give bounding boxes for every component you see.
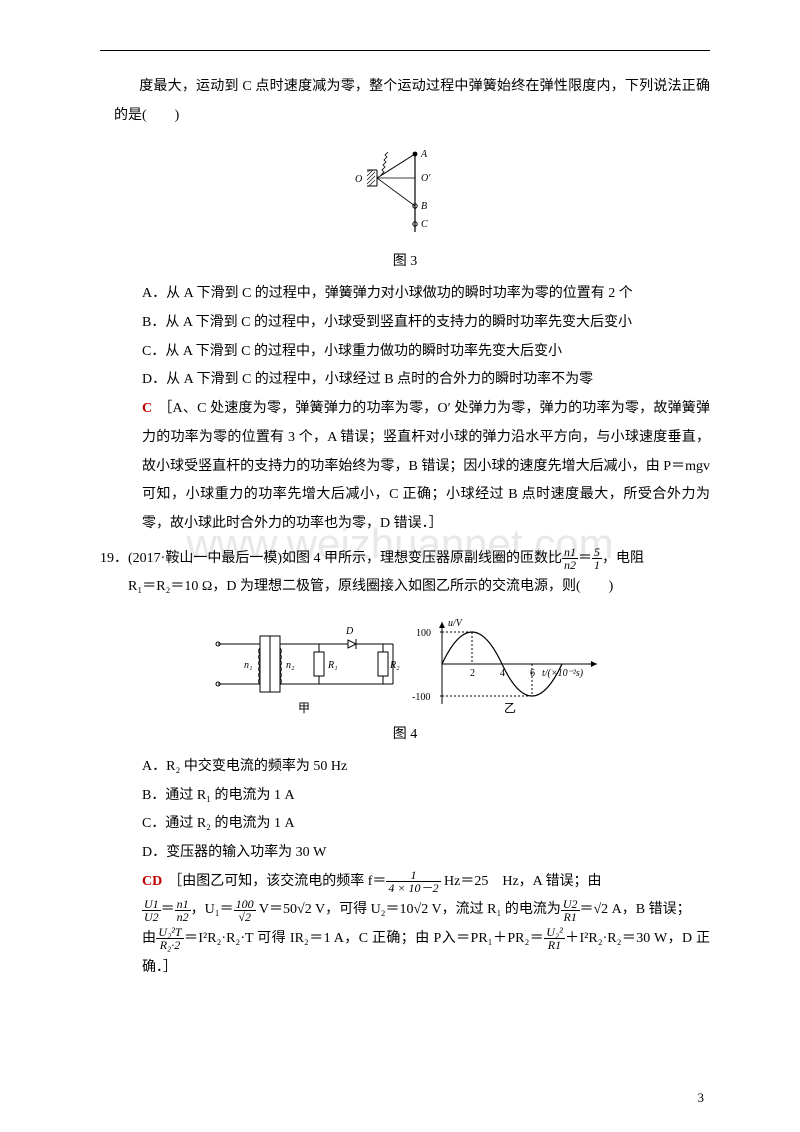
q19-answer-line1: CD［由图乙可知，该交流电的频率 f＝14 × 10－2 Hz＝25 Hz，A …: [142, 868, 710, 897]
svg-text:O′: O′: [421, 173, 431, 184]
svg-text:R₂: R₂: [389, 660, 400, 671]
answer-letter: CD: [142, 874, 162, 889]
q19-opt-d: D．变压器的输入功率为 30 W: [142, 839, 710, 868]
svg-text:n₂: n₂: [286, 660, 295, 671]
svg-text:甲: 甲: [298, 701, 310, 715]
answer-text: ［A、C 处速度为零，弹簧弹力的功率为零，O′ 处弹力为零，弹力的功率为零，故弹…: [142, 401, 710, 531]
svg-text:2: 2: [470, 668, 475, 679]
svg-text:C: C: [421, 219, 428, 230]
q19-answer-line3: 由U₂²TR₂·2＝I²R₂·R₂·T 可得 IR₂＝1 A，C 正确；由 P入…: [142, 925, 710, 982]
svg-text:B: B: [421, 201, 427, 212]
q19-opt-a: A．R₂ 中交变电流的频率为 50 Hz: [142, 753, 710, 782]
page-number: 3: [698, 1090, 705, 1106]
q18-opt-b: B．从 A 下滑到 C 的过程中，小球受到竖直杆的支持力的瞬时功率先变大后变小: [142, 309, 710, 338]
figure-3-caption: 图 3: [100, 250, 710, 270]
q18-continuation: 度最大，运动到 C 点时速度减为零，整个运动过程中弹簧始终在弹性限度内，下列说法…: [114, 73, 710, 130]
svg-text:D: D: [345, 626, 354, 637]
answer-letter: C: [142, 401, 152, 416]
svg-text:O: O: [355, 174, 362, 185]
q18-opt-d: D．从 A 下滑到 C 的过程中，小球经过 B 点时的合外力的瞬时功率不为零: [142, 366, 710, 395]
q19-opt-c: C．通过 R₂ 的电流为 1 A: [142, 810, 710, 839]
figure-4-caption: 图 4: [100, 723, 710, 743]
svg-text:乙: 乙: [504, 701, 516, 715]
q19-opt-b: B．通过 R₁ 的电流为 1 A: [142, 782, 710, 811]
q18-opt-c: C．从 A 下滑到 C 的过程中，小球重力做功的瞬时功率先变大后变小: [142, 338, 710, 367]
q19-answer-line2: U1U2＝n1n2，U₁＝100√2 V＝50√2 V，可得 U₂＝10√2 V…: [142, 896, 710, 925]
top-rule: [100, 50, 710, 51]
q18-answer: C［A、C 处速度为零，弹簧弹力的功率为零，O′ 处弹力为零，弹力的功率为零，故…: [142, 395, 710, 538]
svg-text:n₁: n₁: [244, 660, 252, 671]
svg-text:t/(×10⁻²s): t/(×10⁻²s): [542, 668, 584, 679]
q19-stem-2: R₁＝R₂＝10 Ω，D 为理想二极管，原线圈接入如图乙所示的交流电源，则( ): [128, 573, 710, 602]
svg-text:A: A: [420, 149, 428, 160]
svg-text:100: 100: [416, 628, 431, 639]
svg-text:-100: -100: [412, 692, 430, 703]
figure-4: n₁ n₂ R₁ D R₂ 甲: [100, 614, 710, 719]
svg-text:R₁: R₁: [327, 660, 338, 671]
svg-text:u/V: u/V: [448, 618, 464, 629]
q19-stem: 19．(2017·鞍山一中最后一模)如图 4 甲所示，理想变压器原副线圈的匝数比…: [100, 545, 710, 574]
figure-3: A O O′ B C: [100, 144, 710, 244]
q18-opt-a: A．从 A 下滑到 C 的过程中，弹簧弹力对小球做功的瞬时功率为零的位置有 2 …: [142, 280, 710, 309]
